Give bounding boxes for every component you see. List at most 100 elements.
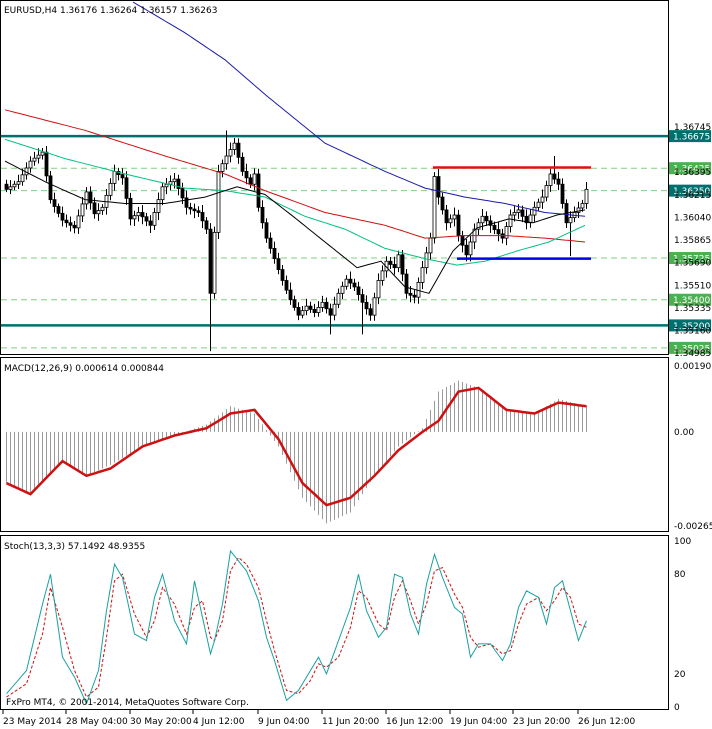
price-level-tag-label: 1.36425 xyxy=(673,165,710,175)
stoch-main-line xyxy=(6,549,587,706)
candle-bear xyxy=(48,175,53,201)
candle-bear xyxy=(260,206,265,224)
time-tick-label: 9 Jun 04:00 xyxy=(258,717,310,727)
time-tick-label: 11 Jun 20:00 xyxy=(322,717,379,727)
price-level-tag-label: 1.35400 xyxy=(673,296,710,306)
candle-bear xyxy=(64,219,69,224)
candle-bull xyxy=(508,214,513,227)
candle-bear xyxy=(88,191,93,204)
candle-bull xyxy=(36,154,41,159)
time-tick-label: 19 Jun 04:00 xyxy=(450,717,507,727)
candle-bull xyxy=(380,270,385,281)
candle-bear xyxy=(44,151,49,177)
candle-bear xyxy=(348,278,353,284)
candle-bear xyxy=(240,156,245,172)
candle-bear xyxy=(360,294,365,303)
candle-bull xyxy=(428,237,433,254)
candle-bear xyxy=(552,173,557,180)
candle-bear xyxy=(272,248,277,260)
candle-bear xyxy=(128,197,133,220)
candle-bear xyxy=(456,214,461,236)
candle-bear xyxy=(200,212,205,222)
candle-bear xyxy=(408,292,413,296)
candle-bear xyxy=(308,305,313,310)
stoch-tick-label: 80 xyxy=(674,570,686,580)
candle-bull xyxy=(228,149,233,157)
moving-average-red xyxy=(4,109,586,243)
candle-bull xyxy=(300,310,305,316)
candle-bull xyxy=(432,176,437,239)
price-tick-label: 1.35335 xyxy=(674,304,711,314)
candle-bull xyxy=(320,301,325,308)
candle-bear xyxy=(68,222,73,226)
candle-bear xyxy=(524,215,529,224)
candle-bull xyxy=(216,171,221,233)
price-level-tag-label: 1.35200 xyxy=(673,322,710,332)
price-level-tag xyxy=(669,184,711,197)
candle-bear xyxy=(280,269,285,281)
candle-bear xyxy=(120,174,125,179)
price-level-tag xyxy=(669,319,711,332)
candle-bull xyxy=(396,254,401,269)
candle-bear xyxy=(268,237,273,249)
time-tick-label: 26 Jun 12:00 xyxy=(578,717,635,727)
candle-bull xyxy=(220,163,225,172)
candle-bull xyxy=(160,186,165,201)
price-level-tag-label: 1.36675 xyxy=(673,133,710,143)
candle-bear xyxy=(352,282,357,288)
price-tick-label: 1.36215 xyxy=(674,191,711,201)
candle-bear xyxy=(440,196,445,211)
candle-bear xyxy=(292,299,297,308)
candle-bear xyxy=(404,273,409,294)
candle-bear xyxy=(556,178,561,185)
candle-bull xyxy=(212,231,217,294)
candle-bull xyxy=(344,278,349,287)
candle-bear xyxy=(444,209,449,224)
candle-bear xyxy=(324,301,329,310)
macd-plot xyxy=(5,380,587,524)
stoch-panel-frame xyxy=(0,535,669,710)
candle-bull xyxy=(168,181,173,185)
candle-bear xyxy=(196,210,201,213)
candle-bull xyxy=(76,215,81,229)
candle-bull xyxy=(164,183,169,188)
candle-bull xyxy=(536,201,541,208)
price-tick-label: 1.35690 xyxy=(674,259,711,269)
candle-bear xyxy=(124,177,129,199)
candle-bear xyxy=(464,244,469,256)
time-tick-label: 30 May 20:00 xyxy=(130,717,192,727)
candle-bull xyxy=(332,303,337,316)
candle-bear xyxy=(60,212,65,221)
candle-bear xyxy=(388,260,393,265)
macd-tick-label: 0.001907 xyxy=(674,362,712,372)
stoch-tick-label: 20 xyxy=(674,670,686,680)
candle-bear xyxy=(392,264,397,269)
price-level-tag-label: 1.36250 xyxy=(673,187,710,197)
candle-bull xyxy=(376,280,381,299)
candle-bull xyxy=(40,151,45,156)
candle-bull xyxy=(156,199,161,213)
candle-bull xyxy=(468,241,473,256)
candle-bull xyxy=(424,252,429,269)
macd-signal-line xyxy=(5,386,587,507)
candle-bull xyxy=(532,206,537,216)
candle-bull xyxy=(476,222,481,230)
copyright-text: FxPro MT4, © 2001-2014, MetaQuotes Softw… xyxy=(6,698,249,708)
candle-bull xyxy=(528,214,533,224)
candle-bear xyxy=(180,188,185,199)
candle-bear xyxy=(400,254,405,275)
candle-bear xyxy=(520,209,525,217)
candle-bear xyxy=(248,177,253,185)
candle-bear xyxy=(368,308,373,316)
candle-bear xyxy=(144,216,149,222)
price-level-tag xyxy=(669,162,711,175)
candle-bear xyxy=(184,197,189,208)
candle-bull xyxy=(452,214,457,220)
macd-info: MACD(12,26,9) 0.000614 0.000844 xyxy=(4,364,164,374)
price-level-tag xyxy=(669,130,711,143)
candle-bull xyxy=(448,218,453,224)
candle-bull xyxy=(544,185,549,198)
candle-bear xyxy=(256,173,261,208)
candle-bear xyxy=(492,224,497,230)
